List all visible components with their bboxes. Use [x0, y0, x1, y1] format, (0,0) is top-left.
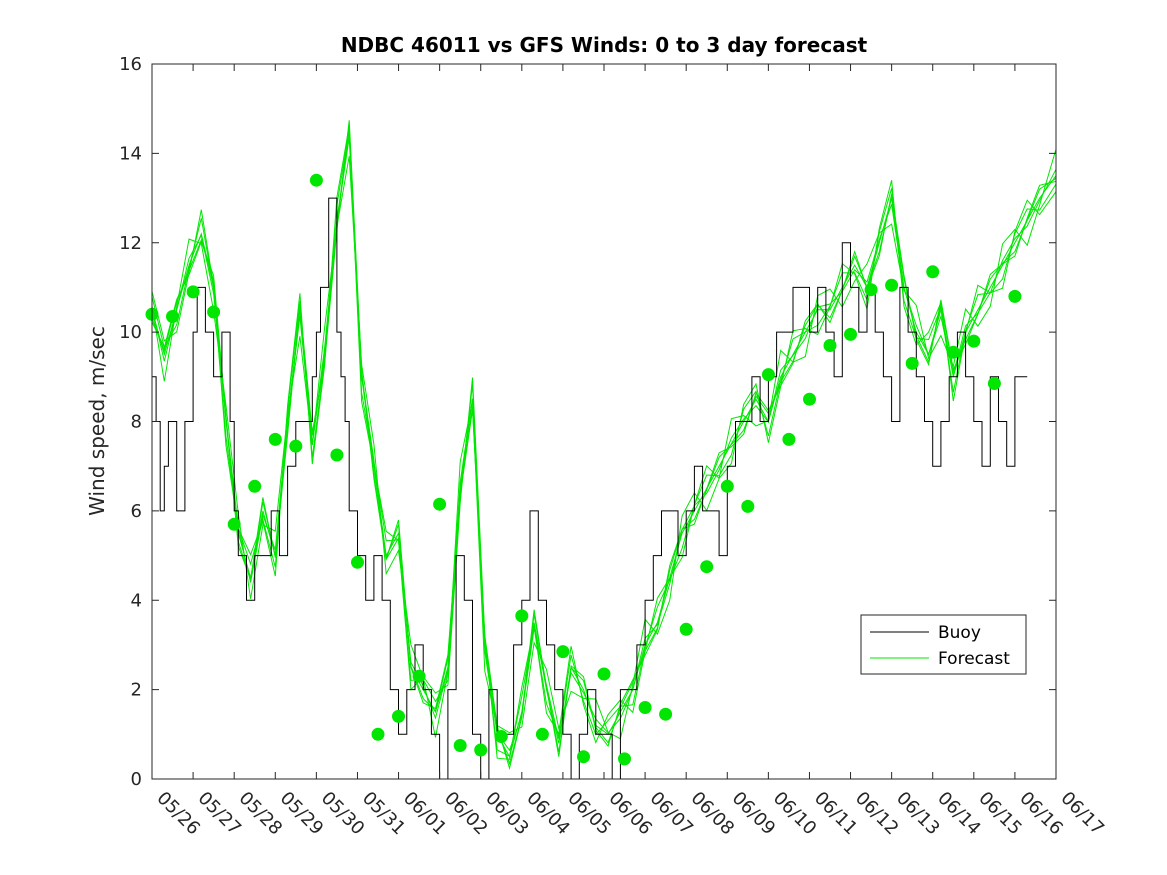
forecast-point: [535, 727, 549, 741]
forecast-point: [946, 345, 960, 359]
x-tick-label: 06/01: [399, 788, 451, 840]
x-tick-label: 06/04: [522, 788, 574, 840]
forecast-line-5: [151, 124, 1057, 766]
forecast-point: [761, 368, 775, 382]
forecast-point: [659, 707, 673, 721]
x-tick-label: 06/07: [646, 788, 698, 840]
y-tick-label: 16: [119, 54, 142, 75]
forecast-point: [474, 743, 488, 757]
x-tick-label: 05/31: [358, 788, 410, 840]
forecast-point: [926, 265, 940, 279]
x-tick-label: 06/14: [933, 788, 985, 840]
y-tick-label: 6: [131, 501, 142, 522]
x-tick-label: 06/08: [687, 788, 739, 840]
forecast-point: [309, 173, 323, 187]
y-tick-label: 10: [119, 322, 142, 343]
x-tick-label: 06/15: [974, 788, 1026, 840]
forecast-point: [618, 752, 631, 766]
forecast-point: [556, 645, 570, 659]
x-tick-label: 05/29: [276, 788, 328, 840]
forecast-point: [782, 432, 796, 446]
forecast-point: [679, 622, 693, 636]
forecast-point: [166, 310, 179, 323]
y-axis-label: Wind speed, m/sec: [85, 326, 109, 516]
y-tick-label: 0: [131, 769, 142, 790]
y-tick-label: 4: [131, 590, 142, 611]
x-tick-label: 06/02: [440, 788, 492, 840]
x-tick-label: 05/27: [194, 788, 246, 840]
legend-forecast-label: Forecast: [938, 649, 1010, 669]
x-tick-label: 06/13: [892, 788, 944, 840]
forecast-point: [823, 339, 837, 352]
legend-box: [860, 614, 1027, 675]
forecast-point: [1008, 289, 1022, 303]
forecast-point: [905, 356, 919, 370]
legend-buoy-label: Buoy: [938, 623, 981, 643]
x-tick-label: 06/16: [1015, 788, 1067, 840]
buoy-line: [152, 197, 1028, 780]
forecast-line-4: [151, 125, 1057, 760]
y-tick-label: 2: [131, 680, 142, 701]
chart-title: NDBC 46011 vs GFS Winds: 0 to 3 day fore…: [341, 33, 868, 57]
forecast-point: [494, 730, 508, 743]
x-tick-label: 06/03: [481, 788, 533, 840]
forecast-point: [844, 327, 857, 341]
forecast-point: [412, 669, 426, 683]
forecast-point: [720, 479, 734, 493]
x-tick-label: 06/11: [810, 788, 862, 840]
forecast-point: [289, 439, 303, 453]
forecast-point: [741, 499, 755, 513]
forecast-point: [515, 609, 529, 623]
forecast-point: [577, 750, 590, 764]
forecast-point: [803, 392, 816, 406]
x-tick-label: 06/12: [851, 788, 903, 840]
x-tick-label: 06/05: [563, 788, 615, 840]
x-tick-label: 06/06: [604, 788, 656, 840]
forecast-point: [351, 555, 364, 569]
forecast-point: [885, 278, 899, 292]
y-tick-label: 8: [131, 412, 142, 433]
forecast-point: [987, 377, 1001, 390]
forecast-point: [392, 709, 405, 723]
plot-area: [145, 120, 1057, 780]
x-tick-label: 06/17: [1056, 788, 1108, 840]
forecast-point: [638, 701, 652, 714]
forecast-point: [700, 560, 714, 574]
forecast-point: [330, 448, 344, 462]
y-axis: 0 2 4 6 8 10 12 14 16: [119, 54, 1056, 790]
x-tick-label: 06/09: [728, 788, 780, 840]
x-tick-label: 05/30: [317, 788, 369, 840]
x-tick-label: 05/28: [235, 788, 287, 840]
forecast-point: [967, 334, 981, 348]
forecast-line-6: [151, 137, 1057, 752]
forecast-point: [186, 285, 200, 299]
legend: Buoy Forecast: [860, 614, 1027, 675]
forecast-point: [268, 432, 282, 446]
forecast-point: [597, 667, 611, 681]
forecast-point: [433, 497, 447, 511]
forecast-point: [371, 727, 385, 741]
forecast-line-3: [151, 148, 1057, 740]
y-tick-label: 12: [119, 233, 142, 254]
forecast-point: [227, 517, 241, 531]
forecast-point: [248, 479, 262, 493]
x-tick-label: 06/10: [769, 788, 821, 840]
x-tick-label: 05/26: [152, 788, 204, 840]
forecast-point: [453, 739, 467, 752]
forecast-point: [864, 283, 878, 297]
forecast-point: [207, 305, 221, 319]
y-tick-label: 14: [119, 143, 142, 164]
